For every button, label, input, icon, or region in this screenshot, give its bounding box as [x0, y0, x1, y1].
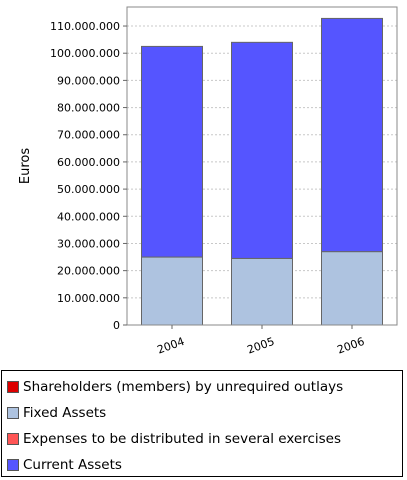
y-tick-label: 30.000.000	[57, 237, 120, 250]
y-tick-label: 10.000.000	[57, 292, 120, 305]
legend-swatch	[7, 459, 19, 471]
chart: 0 10.000.000 20.000.000 30.000.000 40.000.00…	[18, 6, 398, 357]
legend-label: Expenses to be distributed in several ex…	[23, 431, 342, 447]
legend-label: Shareholders (members) by unrequired out…	[23, 379, 344, 395]
legend-swatch	[7, 407, 19, 419]
legend-item: Shareholders (members) by unrequired out…	[7, 374, 402, 400]
y-tick-label: 90.000.000	[57, 74, 120, 87]
legend-swatch	[7, 381, 19, 393]
x-tick-label: 2005	[245, 335, 276, 357]
x-tick-label: 2006	[335, 335, 366, 357]
y-axis: 0 10.000.000 20.000.000 30.000.000 40.000.00…	[50, 20, 127, 332]
bar-segment	[321, 251, 383, 326]
y-tick-label: 0	[113, 319, 120, 332]
legend-item: Expenses to be distributed in several ex…	[7, 426, 402, 452]
legend-swatch	[7, 433, 19, 445]
legend-label: Current Assets	[23, 457, 122, 473]
bar-segment	[231, 257, 293, 326]
legend-label: Fixed Assets	[23, 405, 107, 421]
y-tick-label: 80.000.000	[57, 102, 120, 115]
bar-segment	[231, 41, 293, 259]
y-tick-label: 50.000.000	[57, 183, 120, 196]
legend-item: Current Assets	[7, 452, 402, 478]
y-axis-title: Euros	[18, 148, 33, 184]
bar-segment	[141, 256, 203, 326]
bar-segment	[141, 45, 203, 258]
y-tick-label: 110.000.000	[50, 20, 120, 33]
y-tick-label: 60.000.000	[57, 156, 120, 169]
y-tick-label: 20.000.000	[57, 265, 120, 278]
legend: Shareholders (members) by unrequired out…	[1, 370, 403, 477]
legend-item: Fixed Assets	[7, 400, 402, 426]
y-tick-label: 100.000.000	[50, 47, 120, 60]
y-tick-label: 70.000.000	[57, 129, 120, 142]
y-tick-label: 40.000.000	[57, 210, 120, 223]
x-tick-label: 2004	[155, 335, 186, 357]
bar-segment	[321, 17, 383, 253]
x-axis: 2004 2005 2006	[155, 325, 366, 357]
bars	[141, 17, 383, 326]
